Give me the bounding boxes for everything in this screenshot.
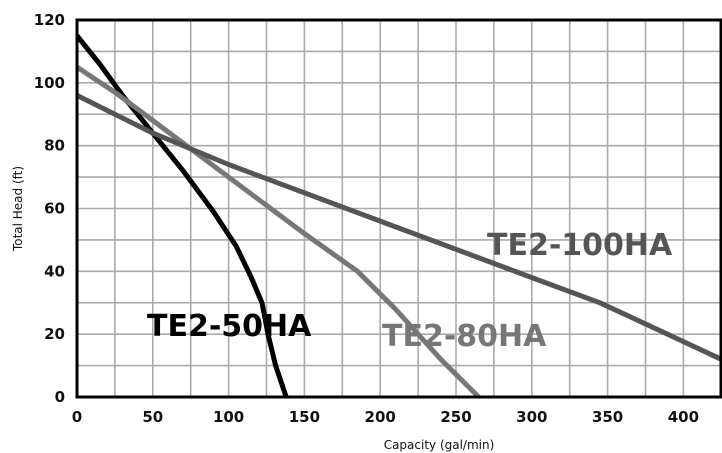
y-tick-label: 20 [44,325,65,343]
y-tick-label: 80 [44,137,65,155]
x-tick-label: 400 [668,408,699,426]
tick-labels: 0 50 100 150 200 250 300 350 400 0 20 40 60 80 100 120 [34,11,699,426]
y-tick-label: 0 [55,388,65,406]
y-tick-label: 40 [44,262,65,280]
x-axis-label: Capacity (gal/min) [384,438,495,452]
series-line-te2-80ha [77,64,482,397]
x-tick-label: 0 [72,408,82,426]
series-label-te2-100ha: TE2-100HA [487,228,673,263]
series-line-te2-100ha [77,92,721,362]
x-tick-label: 250 [440,408,471,426]
curves [77,33,721,397]
x-tick-label: 200 [365,408,396,426]
y-tick-label: 120 [34,11,65,29]
x-tick-label: 350 [592,408,623,426]
y-tick-label: 100 [34,74,65,92]
y-tick-label: 60 [44,200,65,218]
plot-frame [75,18,722,399]
x-tick-label: 50 [142,408,163,426]
series-label-te2-50ha: TE2-50HA [147,309,312,344]
y-axis-label: Total Head (ft) [11,166,25,252]
x-tick-label: 150 [289,408,320,426]
grid-lines [77,20,721,397]
x-tick-label: 300 [516,408,547,426]
series-labels: TE2-50HA TE2-80HA TE2-100HA [147,228,673,354]
x-tick-label: 100 [213,408,244,426]
series-line-te2-50ha [77,33,289,397]
series-label-te2-80ha: TE2-80HA [382,319,547,354]
